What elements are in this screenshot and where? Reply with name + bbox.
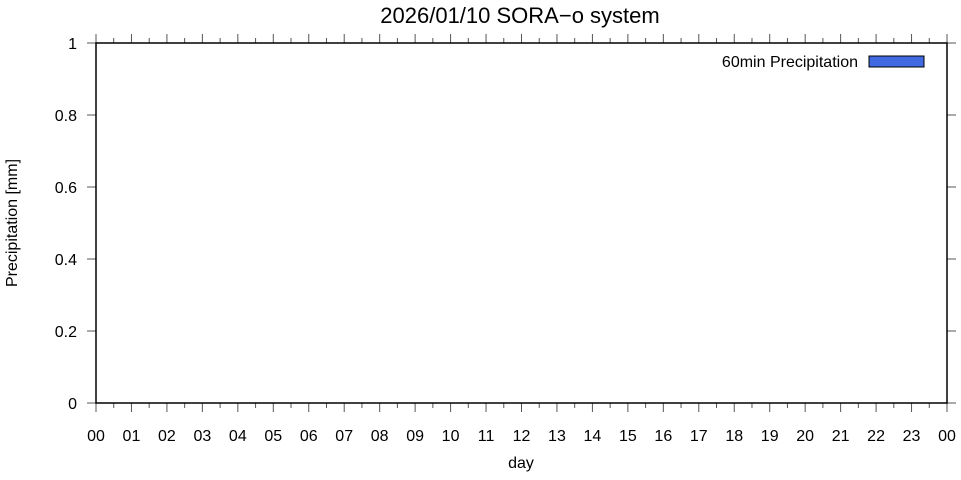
x-tick-label: 13 [548,428,566,445]
legend-label: 60min Precipitation [722,54,858,71]
x-tick-label: 16 [654,428,672,445]
x-tick-label: 21 [832,428,850,445]
plot-area-border [95,42,948,404]
x-tick-label: 19 [761,428,779,445]
x-tick-label: 10 [442,428,460,445]
x-tick-label: 11 [478,428,495,445]
x-tick-label: 00 [87,428,105,445]
x-tick-label: 07 [335,428,353,445]
x-tick-label: 00 [938,428,956,445]
x-tick-label: 15 [619,428,637,445]
y-tick-label: 1 [68,36,77,53]
x-tick-label: 04 [229,428,247,445]
x-tick-label: 06 [300,428,318,445]
x-tick-label: 20 [796,428,814,445]
x-tick-label: 08 [371,428,389,445]
x-tick-label: 03 [193,428,211,445]
x-tick-label: 09 [406,428,424,445]
chart-title: 2026/01/10 SORA−o system [380,3,659,28]
x-tick-label: 17 [690,428,708,445]
legend-swatch [868,55,925,68]
y-tick-label: 0.6 [55,180,77,197]
x-tick-label: 14 [584,428,602,445]
y-tick-label: 0.8 [55,108,77,125]
x-tick-label: 12 [513,428,531,445]
x-tick-label: 01 [123,428,141,445]
x-axis-label: day [508,455,534,472]
x-tick-label: 18 [725,428,743,445]
legend: 60min Precipitation [722,54,925,71]
y-tick-label: 0.4 [55,252,77,269]
y-axis-label: Precipitation [mm] [4,159,21,287]
y-tick-label: 0 [68,396,77,413]
x-tick-label: 22 [867,428,885,445]
x-tick-label: 02 [158,428,176,445]
x-tick-label: 05 [264,428,282,445]
x-tick-label: 23 [903,428,921,445]
y-tick-label: 0.2 [55,324,77,341]
